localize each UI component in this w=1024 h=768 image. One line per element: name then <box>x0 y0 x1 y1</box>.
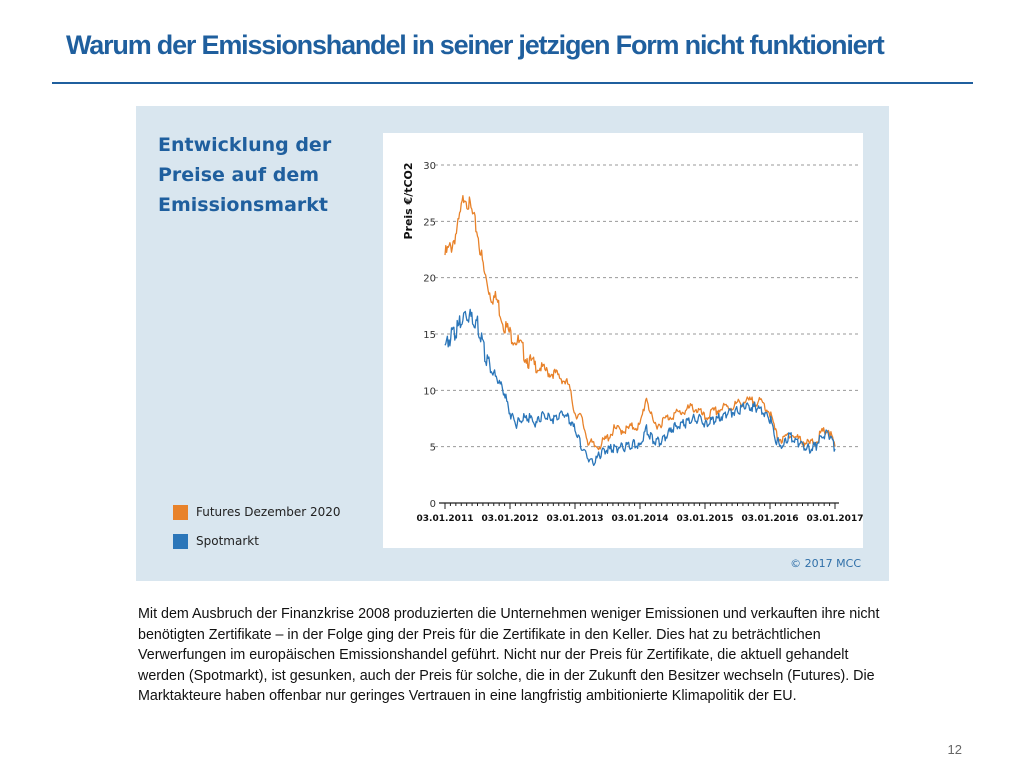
x-tick-label: 03.01.2015 <box>677 514 734 524</box>
y-tick-label: 0 <box>430 499 436 510</box>
legend-item-spot: Spotmarkt <box>173 530 341 552</box>
y-axis-label: Preis €/tCO2 <box>402 162 415 239</box>
slide-title: Warum der Emissionshandel in seiner jetz… <box>66 30 885 60</box>
chart-title: Entwicklung der Preise auf dem Emissions… <box>158 134 332 216</box>
x-tick-label: 03.01.2014 <box>612 514 669 524</box>
copyright-notice: © 2017 MCC <box>790 557 861 570</box>
x-tick-label: 03.01.2012 <box>482 514 539 524</box>
legend-swatch-spot <box>173 533 188 549</box>
x-tick-label: 03.01.2017 <box>807 514 863 524</box>
figure-panel: Entwicklung der Preise auf dem Emissions… <box>136 106 889 581</box>
y-tick-label: 5 <box>430 443 436 454</box>
y-tick-label: 15 <box>423 330 436 341</box>
series-line-futures <box>444 195 836 451</box>
y-tick-label: 25 <box>423 217 436 228</box>
legend-label-spot: Spotmarkt <box>196 534 259 548</box>
page-number: 12 <box>947 742 962 757</box>
legend-swatch-futures <box>173 504 188 520</box>
series-line-spot <box>444 308 836 467</box>
y-tick-label: 10 <box>423 386 436 397</box>
chart-legend: Futures Dezember 2020 Spotmarkt <box>173 501 341 559</box>
y-tick-label: 20 <box>423 274 436 285</box>
price-chart: 0 5 10 15 20 25 30 03.01.2011 03.01.2012 03.01.20… <box>402 161 863 524</box>
body-paragraph: Mit dem Ausbruch der Finanzkrise 2008 pr… <box>138 606 880 704</box>
legend-item-futures: Futures Dezember 2020 <box>173 501 341 523</box>
plot-area: 0 5 10 15 20 25 30 03.01.2011 03.01.2012 03.01.20… <box>383 133 863 548</box>
y-tick-label: 30 <box>423 161 436 172</box>
legend-label-futures: Futures Dezember 2020 <box>196 505 341 519</box>
x-tick-label: 03.01.2013 <box>547 514 604 524</box>
x-tick-label: 03.01.2016 <box>742 514 799 524</box>
x-tick-label: 03.01.2011 <box>417 514 474 524</box>
title-divider <box>52 82 973 84</box>
